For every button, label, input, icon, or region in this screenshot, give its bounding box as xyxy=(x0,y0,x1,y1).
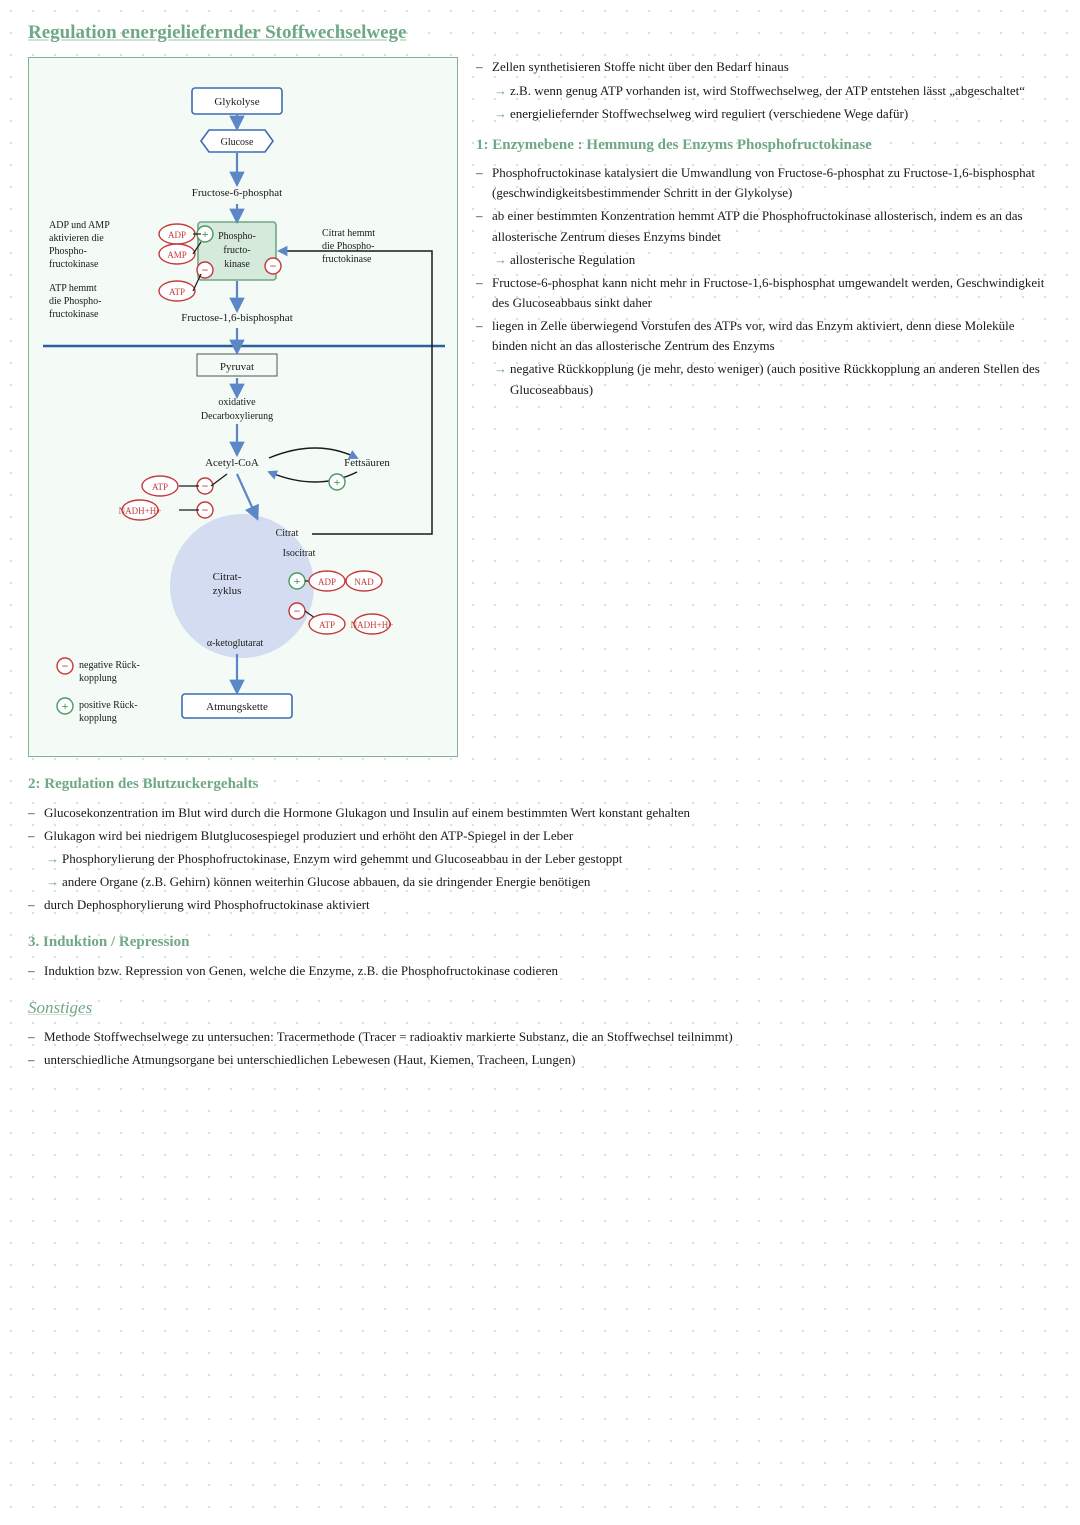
svg-text:−: − xyxy=(202,503,209,517)
svg-text:NADH+H+: NADH+H+ xyxy=(351,620,394,630)
note-line: Fructose-6-phosphat kann nicht mehr in F… xyxy=(476,273,1052,313)
section-sonstiges: Sonstiges Methode Stoffwechselwege zu un… xyxy=(28,995,1052,1071)
svg-text:Citrat hemmt: Citrat hemmt xyxy=(322,228,375,239)
note-line: ab einer bestimmten Konzentration hemmt … xyxy=(476,206,1052,246)
intro-list: Zellen synthetisieren Stoffe nicht über … xyxy=(476,57,1052,123)
svg-text:kopplung: kopplung xyxy=(79,673,117,684)
blood-sugar-list: Glucosekonzentration im Blut wird durch … xyxy=(28,803,1052,916)
svg-text:Citrat-: Citrat- xyxy=(213,571,242,583)
svg-text:AMP: AMP xyxy=(167,250,187,260)
svg-text:ADP und AMP: ADP und AMP xyxy=(49,220,110,231)
svg-text:Glykolyse: Glykolyse xyxy=(214,96,259,108)
svg-text:zyklus: zyklus xyxy=(213,585,242,597)
enzyme-list: Phosphofructokinase katalysiert die Umwa… xyxy=(476,163,1052,400)
svg-text:Atmungskette: Atmungskette xyxy=(206,701,268,713)
svg-text:kinase: kinase xyxy=(224,259,250,270)
svg-text:−: − xyxy=(294,604,301,618)
note-line: andere Organe (z.B. Gehirn) können weite… xyxy=(46,872,1052,892)
svg-text:Acetyl-CoA: Acetyl-CoA xyxy=(205,457,259,469)
svg-text:ATP: ATP xyxy=(152,482,168,492)
svg-text:Fructose-1,6-bisphosphat: Fructose-1,6-bisphosphat xyxy=(181,312,293,324)
svg-text:−: − xyxy=(270,259,277,273)
svg-text:positive Rück-: positive Rück- xyxy=(79,700,138,711)
svg-text:ADP: ADP xyxy=(318,577,336,587)
svg-text:negative Rück-: negative Rück- xyxy=(79,660,140,671)
note-line: Zellen synthetisieren Stoffe nicht über … xyxy=(476,57,1052,77)
svg-text:α-ketoglutarat: α-ketoglutarat xyxy=(207,638,264,649)
svg-text:die Phospho-: die Phospho- xyxy=(49,296,102,307)
svg-text:aktivieren die: aktivieren die xyxy=(49,233,104,244)
note-line: energieliefernder Stoffwechselweg wird r… xyxy=(494,104,1052,124)
svg-text:oxidative: oxidative xyxy=(218,397,256,408)
note-line: negative Rückkopplung (je mehr, desto we… xyxy=(494,359,1052,399)
svg-text:fructokinase: fructokinase xyxy=(322,254,372,265)
sonstiges-list: Methode Stoffwechselwege zu untersuchen:… xyxy=(28,1027,1052,1070)
svg-text:−: − xyxy=(62,659,69,673)
top-row: Glykolyse Glucose Fructose-6-phosphat Phosp… xyxy=(28,57,1052,757)
svg-text:Decarboxylierung: Decarboxylierung xyxy=(201,411,273,422)
note-line: liegen in Zelle überwiegend Vorstufen de… xyxy=(476,316,1052,356)
note-line: Induktion bzw. Repression von Genen, wel… xyxy=(28,961,1052,981)
svg-text:+: + xyxy=(334,475,341,489)
svg-text:Glucose: Glucose xyxy=(221,137,254,148)
svg-text:kopplung: kopplung xyxy=(79,713,117,724)
svg-text:+: + xyxy=(202,227,209,241)
svg-text:Pyruvat: Pyruvat xyxy=(220,361,254,373)
metabolism-diagram: Glykolyse Glucose Fructose-6-phosphat Phosp… xyxy=(37,66,451,746)
right-notes: Zellen synthetisieren Stoffe nicht über … xyxy=(476,57,1052,402)
heading-sonstiges: Sonstiges xyxy=(28,995,1052,1021)
svg-text:Isocitrat: Isocitrat xyxy=(283,548,316,559)
note-line: Glukagon wird bei niedrigem Blutglucoses… xyxy=(28,826,1052,846)
section-3: 3. Induktion / Repression Induktion bzw.… xyxy=(28,931,1052,980)
induction-list: Induktion bzw. Repression von Genen, wel… xyxy=(28,961,1052,981)
note-line: durch Dephosphorylierung wird Phosphofru… xyxy=(28,895,1052,915)
heading-blood-sugar: 2: Regulation des Blutzuckergehalts xyxy=(28,773,1052,796)
heading-enzyme-level: 1: Enzymebene : Hemmung des Enzyms Phosp… xyxy=(476,134,1052,157)
svg-text:fructokinase: fructokinase xyxy=(49,259,99,270)
heading-induction: 3. Induktion / Repression xyxy=(28,931,1052,954)
svg-text:Phospho-: Phospho- xyxy=(49,246,87,257)
note-line: Phosphofructokinase katalysiert die Umwa… xyxy=(476,163,1052,203)
svg-text:+: + xyxy=(294,574,301,588)
diagram-frame: Glykolyse Glucose Fructose-6-phosphat Phosp… xyxy=(28,57,458,757)
note-line: Phosphorylierung der Phosphofructokinase… xyxy=(46,849,1052,869)
svg-text:Fettsäuren: Fettsäuren xyxy=(344,457,390,469)
svg-text:ADP: ADP xyxy=(168,230,186,240)
note-line: unterschiedliche Atmungsorgane bei unter… xyxy=(28,1050,1052,1070)
svg-text:−: − xyxy=(202,263,209,277)
note-line: z.B. wenn genug ATP vorhanden ist, wird … xyxy=(494,81,1052,101)
svg-text:Citrat: Citrat xyxy=(276,528,299,539)
svg-text:die Phospho-: die Phospho- xyxy=(322,241,375,252)
svg-text:+: + xyxy=(62,699,69,713)
page-title: Regulation energieliefernder Stoffwechse… xyxy=(28,18,1052,47)
svg-text:ATP hemmt: ATP hemmt xyxy=(49,283,97,294)
svg-text:−: − xyxy=(202,479,209,493)
section-2: 2: Regulation des Blutzuckergehalts Gluc… xyxy=(28,773,1052,915)
note-line: Glucosekonzentration im Blut wird durch … xyxy=(28,803,1052,823)
note-line: allosterische Regulation xyxy=(494,250,1052,270)
svg-text:NADH+H+: NADH+H+ xyxy=(119,506,162,516)
svg-text:Fructose-6-phosphat: Fructose-6-phosphat xyxy=(192,187,282,199)
svg-text:Phospho-: Phospho- xyxy=(218,231,256,242)
svg-text:ATP: ATP xyxy=(169,287,185,297)
svg-text:ATP: ATP xyxy=(319,620,335,630)
svg-text:fructokinase: fructokinase xyxy=(49,309,99,320)
svg-text:fructo-: fructo- xyxy=(223,245,250,256)
note-line: Methode Stoffwechselwege zu untersuchen:… xyxy=(28,1027,1052,1047)
svg-text:NAD: NAD xyxy=(354,577,374,587)
